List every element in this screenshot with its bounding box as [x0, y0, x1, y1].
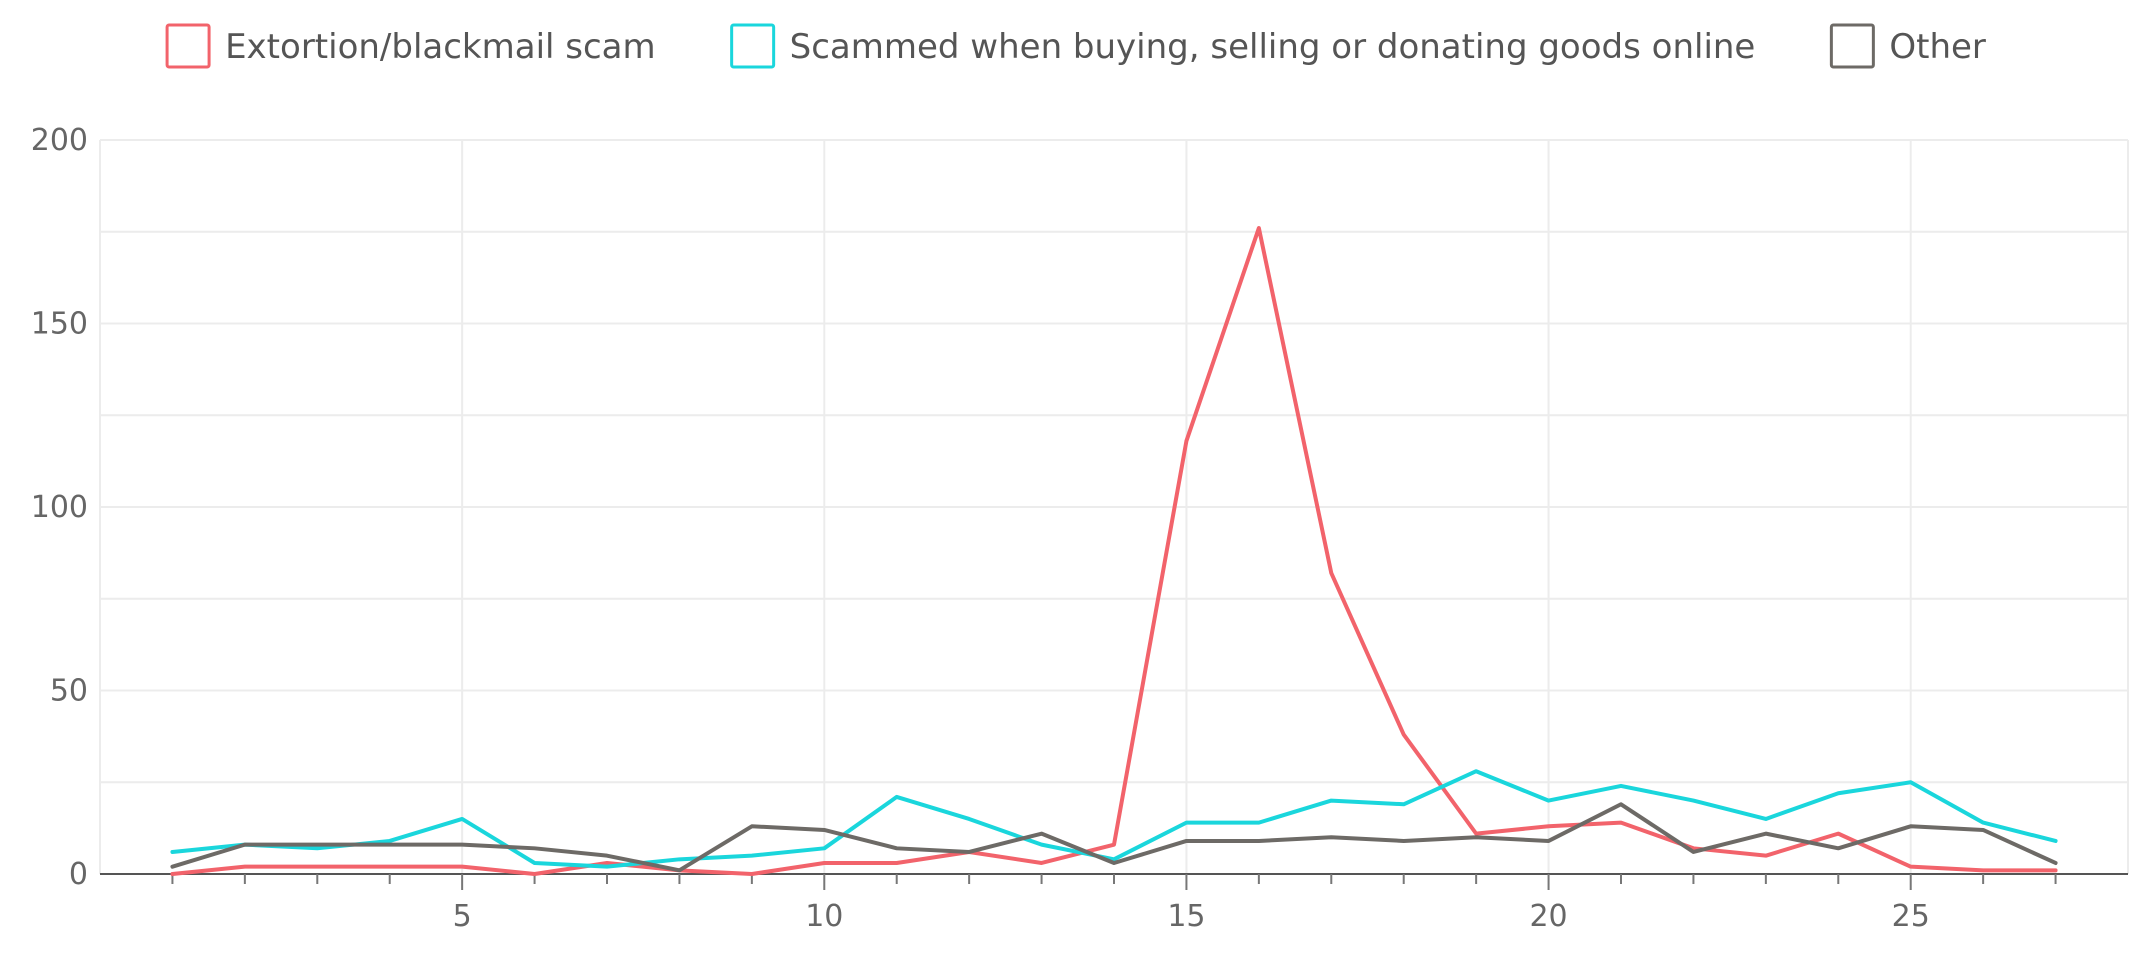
series-line-3 — [170, 802, 2058, 873]
y-tick-label: 100 — [31, 490, 88, 525]
legend-swatch[interactable] — [1829, 23, 1875, 69]
y-tick-label: 0 — [69, 857, 88, 892]
y-tick-label: 50 — [50, 674, 88, 709]
series-line-2 — [170, 769, 2058, 869]
legend-label: Other — [1889, 27, 1986, 67]
legend-item-1[interactable]: Extortion/blackmail scam — [165, 23, 656, 69]
x-tick-label: 5 — [453, 899, 472, 934]
x-tick-label: 10 — [805, 899, 843, 934]
y-tick-label: 200 — [31, 123, 88, 158]
x-tick-label: 25 — [1892, 899, 1930, 934]
legend-swatch[interactable] — [165, 23, 211, 69]
chart-grid — [99, 139, 2129, 874]
x-tick-label: 15 — [1167, 899, 1205, 934]
y-tick-label: 150 — [31, 307, 88, 342]
legend-item-2[interactable]: Scammed when buying, selling or donating… — [730, 23, 1756, 69]
legend-label: Scammed when buying, selling or donating… — [790, 27, 1756, 67]
x-tick-label: 20 — [1529, 899, 1567, 934]
chart-legend: Extortion/blackmail scam Scammed when buy… — [165, 23, 1986, 69]
legend-swatch[interactable] — [730, 23, 776, 69]
legend-item-3[interactable]: Other — [1829, 23, 1986, 69]
series-line-1 — [170, 226, 2058, 876]
chart-series — [170, 226, 2058, 876]
chart-axes: 5 10 15 20 25 0 50 100 150 200 — [31, 123, 2128, 934]
legend-label: Extortion/blackmail scam — [225, 27, 656, 67]
